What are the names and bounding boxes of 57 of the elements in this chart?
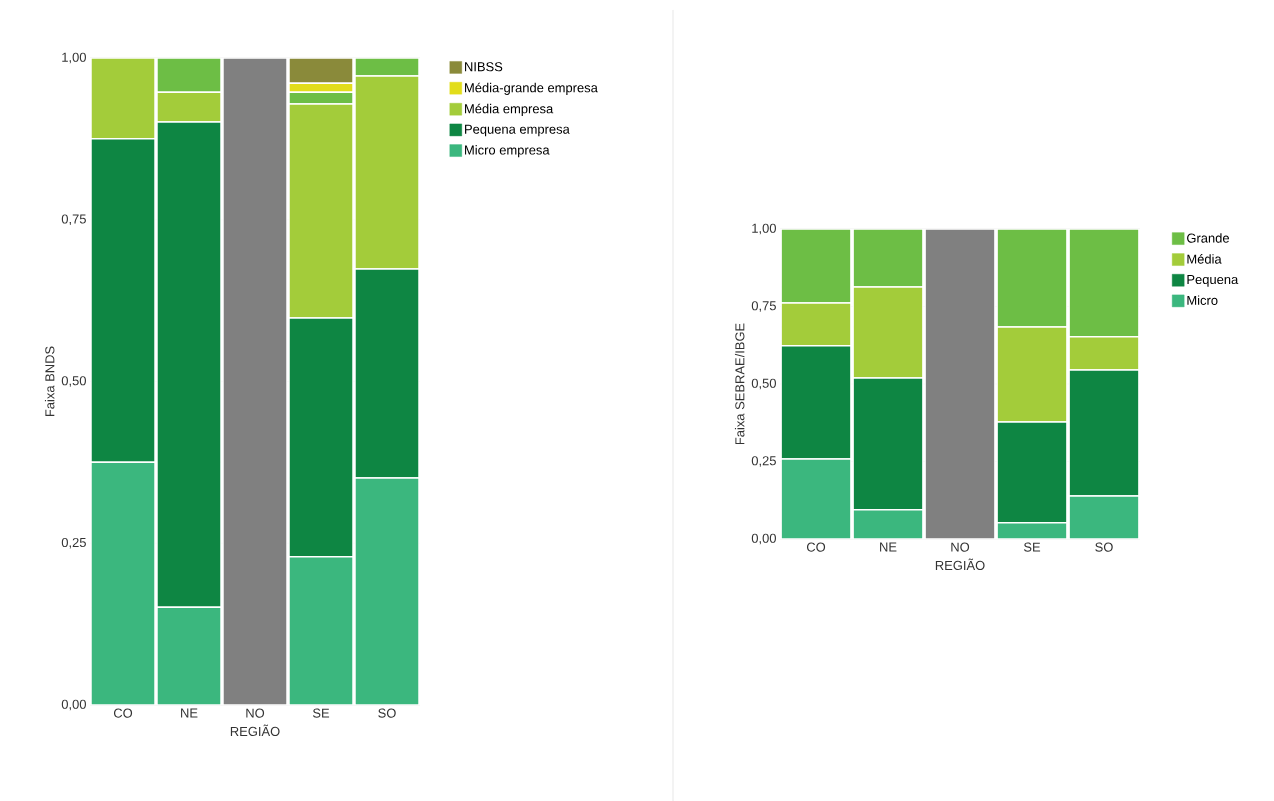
legend-label: Média empresa [465,103,554,116]
bar [156,607,222,705]
bar [780,302,852,347]
y-tick-label: 1,00 [62,52,86,64]
x-tick-label: SO [1095,542,1113,552]
x-tick-label: NE [181,708,198,718]
y-tick-label: 0,75 [61,214,86,225]
bar [156,121,222,608]
x-tick-label: CO [806,542,826,552]
bar [1068,495,1140,539]
bar [996,228,1068,328]
bar [996,326,1068,423]
x-tick-label: SE [312,708,330,718]
legend-label: NIBSS [465,62,503,72]
x-axis-title: REGIÃO [935,558,985,570]
bar [91,462,156,705]
legend-label: Média-grande empresa [465,82,598,95]
bar [996,421,1068,524]
y-tick-label: 0,25 [751,456,776,467]
bar [90,138,156,464]
x-tick-label: NO [951,542,970,552]
bar [852,509,924,539]
x-tick-label: SE [1023,542,1041,552]
bar [780,345,852,460]
y-tick-label: 0,50 [751,378,776,390]
bar [852,228,924,288]
bar [780,458,852,539]
legend-label: Micro empresa [465,145,550,158]
bar [852,377,924,511]
bar [1068,369,1140,497]
legend-label: Micro [1187,295,1218,305]
bar [1068,336,1140,371]
y-axis-title: Faixa SEBRAE/IBGE [734,323,745,445]
bar [354,268,420,479]
bar [354,477,420,705]
legend-label: Pequena empresa [465,124,570,137]
bar [156,57,222,93]
bar [852,286,924,379]
y-tick-label: 0,00 [751,533,776,545]
bar [288,317,354,558]
y-tick-label: 0,75 [751,301,776,312]
legend-label: Grande [1187,233,1230,243]
legend-label: Média [1187,253,1222,264]
bar [1068,228,1140,338]
legend-label: Pequena [1187,274,1239,287]
y-tick-label: 0,00 [61,699,86,711]
x-tick-label: NO [246,708,265,718]
bar [780,228,852,304]
y-tick-label: 0,50 [61,376,86,387]
y-tick-label: 0,25 [61,537,86,549]
bar [288,555,354,705]
x-tick-label: CO [113,708,133,718]
x-axis-title: REGIÃO [230,724,280,736]
x-tick-label: SO [378,708,396,718]
x-tick-label: NE [880,542,897,552]
y-axis-title: Faixa BNDS [44,346,55,416]
y-tick-label: 1,00 [752,223,776,235]
